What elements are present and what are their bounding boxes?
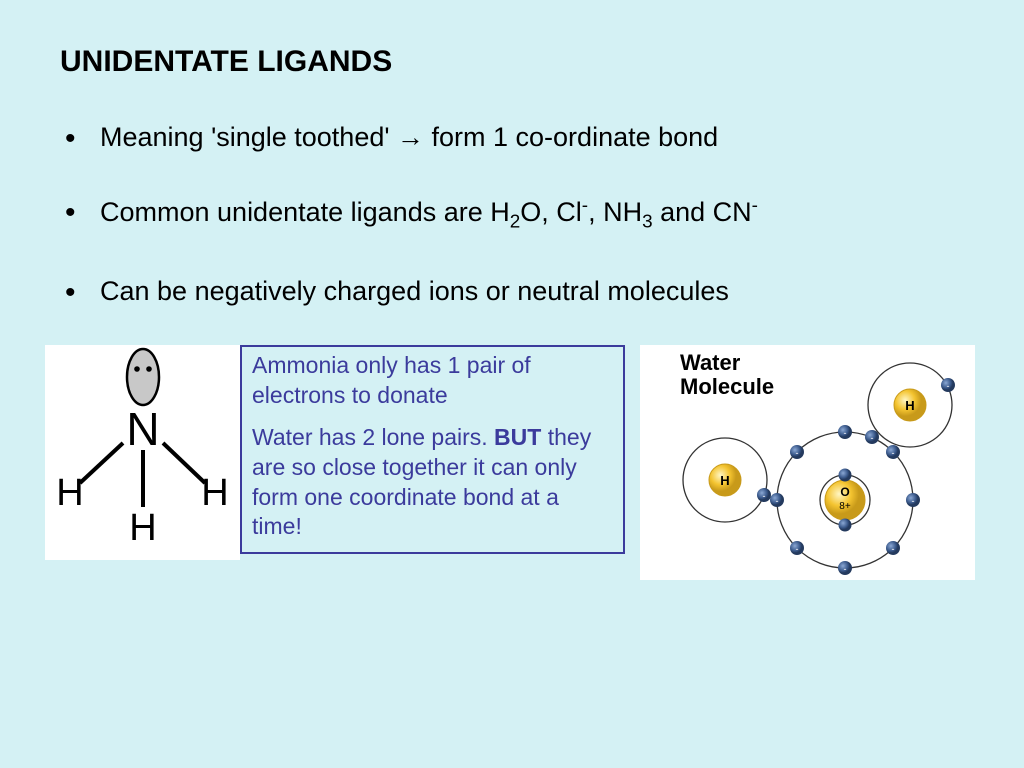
- callout-p1: Ammonia only has 1 pair of electrons to …: [252, 351, 613, 411]
- svg-text:8+: 8+: [839, 501, 851, 512]
- bullet-1: Meaning 'single toothed' → form 1 co-ord…: [60, 119, 964, 155]
- bullet-list: Meaning 'single toothed' → form 1 co-ord…: [60, 119, 964, 310]
- svg-text:-: -: [892, 448, 895, 458]
- water-title: Water Molecule: [680, 351, 774, 399]
- bullet-1-post: form 1 co-ordinate bond: [424, 122, 718, 152]
- bullet-2: Common unidentate ligands are H2O, Cl-, …: [60, 193, 964, 235]
- svg-text:-: -: [844, 428, 847, 438]
- svg-text:H: H: [720, 473, 729, 488]
- nitrogen-label: N: [126, 403, 159, 455]
- svg-text:O: O: [840, 485, 849, 499]
- slide-title: UNIDENTATE LIGANDS: [60, 45, 964, 79]
- callout-p2: Water has 2 lone pairs. BUT they are so …: [252, 423, 613, 543]
- svg-text:-: -: [892, 544, 895, 554]
- diagram-row: N H H H Ammonia only has 1 pair of elect…: [45, 345, 994, 580]
- ammonia-diagram: N H H H: [45, 345, 240, 560]
- bullet-3: Can be negatively charged ions or neutra…: [60, 273, 964, 309]
- callout-box: Ammonia only has 1 pair of electrons to …: [240, 345, 625, 554]
- water-diagram: Water Molecule: [640, 345, 975, 580]
- svg-text:-: -: [776, 496, 779, 506]
- svg-text:-: -: [844, 564, 847, 574]
- svg-text:H: H: [201, 472, 228, 514]
- svg-text:-: -: [796, 544, 799, 554]
- ammonia-svg: N H H H: [45, 345, 240, 560]
- svg-text:-: -: [796, 448, 799, 458]
- svg-text:-: -: [763, 491, 766, 501]
- slide: UNIDENTATE LIGANDS Meaning 'single tooth…: [0, 0, 1024, 378]
- arrow-icon: →: [397, 122, 424, 152]
- svg-text:-: -: [871, 433, 874, 443]
- svg-text:H: H: [905, 398, 914, 413]
- bullet-1-pre: Meaning 'single toothed': [100, 122, 397, 152]
- svg-text:-: -: [947, 381, 950, 391]
- svg-text:-: -: [912, 496, 915, 506]
- svg-text:H: H: [56, 472, 83, 514]
- svg-text:H: H: [129, 507, 156, 549]
